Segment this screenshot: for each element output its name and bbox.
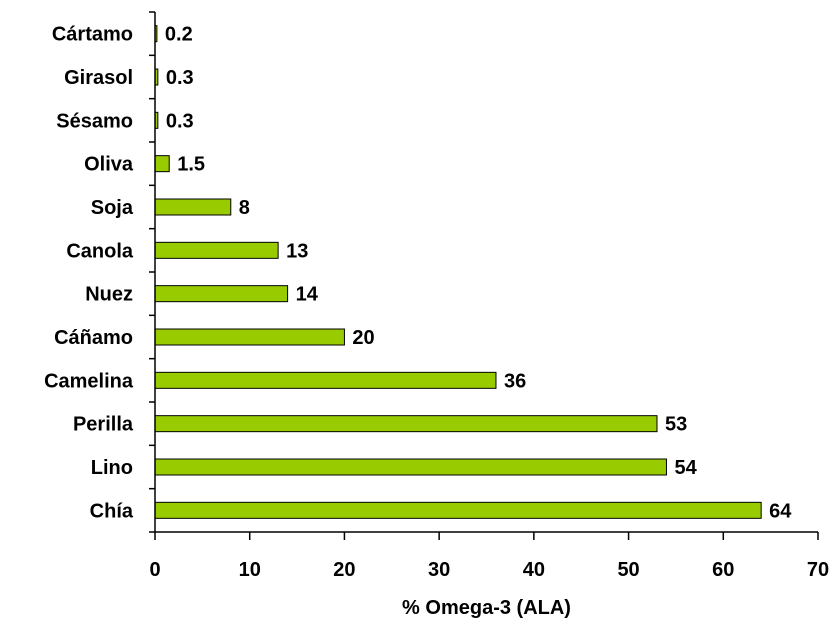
category-label: Soja [91, 197, 134, 219]
x-tick-label: 50 [617, 559, 639, 581]
bar-4 [154, 198, 232, 216]
data-label: 14 [296, 284, 319, 306]
data-label: 13 [286, 240, 308, 262]
x-tick-label: 40 [523, 559, 545, 581]
bar-3 [154, 155, 170, 173]
bar-6 [154, 285, 289, 303]
category-label: Cáñamo [54, 327, 133, 349]
bar-5 [154, 241, 279, 259]
category-label: Chía [90, 500, 134, 522]
x-tick-label: 10 [239, 559, 261, 581]
data-label: 0.3 [166, 67, 194, 89]
category-label: Nuez [85, 284, 133, 306]
data-label: 1.5 [177, 154, 205, 176]
data-label: 64 [769, 500, 792, 522]
bar-10 [154, 458, 667, 476]
category-label: Canola [66, 240, 134, 262]
axes-group [149, 11, 819, 540]
bar-7 [154, 328, 345, 346]
data-label: 0.3 [166, 110, 194, 132]
data-label: 54 [674, 457, 697, 479]
category-label: Lino [91, 457, 133, 479]
data-label: 8 [239, 197, 250, 219]
data-label: 36 [504, 370, 526, 392]
x-tick-label: 0 [149, 559, 160, 581]
category-label: Oliva [84, 154, 134, 176]
x-axis-title: % Omega-3 (ALA) [402, 597, 571, 619]
x-tick-label: 20 [333, 559, 355, 581]
category-label: Sésamo [56, 110, 133, 132]
x-tick-label: 70 [807, 559, 829, 581]
bar-8 [154, 371, 497, 389]
category-label: Camelina [44, 370, 134, 392]
category-label: Girasol [64, 67, 133, 89]
labels-group: Cártamo 0.2 Girasol 0.3 Sésamo 0.3 Oliva 1.5 Soj… [44, 24, 829, 581]
category-label: Perilla [73, 414, 134, 436]
bars-group [154, 25, 762, 519]
x-tick-label: 30 [428, 559, 450, 581]
data-label: 0.2 [165, 24, 193, 46]
category-label: Cártamo [52, 24, 133, 46]
bar-11 [154, 501, 762, 519]
bar-9 [154, 415, 658, 433]
data-label: 53 [665, 414, 687, 436]
x-tick-label: 60 [712, 559, 734, 581]
data-label: 20 [352, 327, 374, 349]
